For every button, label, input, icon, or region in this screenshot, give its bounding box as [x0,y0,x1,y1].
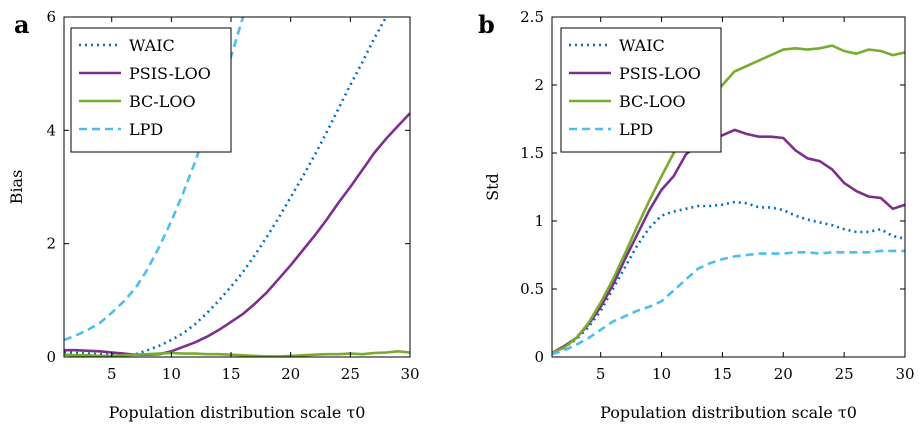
axes-frame [63,16,411,358]
legend-label-waic: WAIC [129,36,175,55]
legend: WAIC PSIS-LOO BC-LOO LPD [70,27,232,153]
legend-box [560,27,722,153]
y-axis-label: Std [483,173,502,201]
y-tick-label: 0 [46,348,56,366]
y-tick-label: 6 [46,8,56,26]
x-tick-label: 10 [162,365,181,383]
panel-letter: a [14,10,30,39]
series-line-psis-loo [552,128,905,355]
x-tick-label: 30 [400,365,419,383]
x-tick-label: 5 [107,365,117,383]
panel-b: 5 10 15 20 25 30 0 0.5 1 1.5 2 2.5 Population distri… [478,8,915,422]
series-line-waic [64,17,388,357]
legend-box [70,27,232,153]
panel-a: 5 10 15 20 25 30 0 2 4 6 Population distribution s… [7,8,420,422]
legend-label-psis-loo: PSIS-LOO [619,64,701,83]
series-line-waic [552,200,905,355]
x-axis-label: Population distribution scale τ0 [109,403,366,422]
x-tick-label: 25 [341,365,360,383]
series-line-lpd [64,17,245,342]
y-tick-label: 0 [534,348,544,366]
y-tick-label: 4 [46,121,56,139]
series-group [64,17,410,357]
legend: WAIC PSIS-LOO BC-LOO LPD [560,27,722,153]
legend-label-waic: WAIC [619,36,665,55]
series-line-bc-loo [552,44,905,355]
y-tick-label: 0.5 [520,280,544,298]
x-tick-label: 20 [774,365,793,383]
y-tick-label: 2 [46,235,56,253]
y-tick-label: 1.5 [520,144,544,162]
series-line-bc-loo [64,349,410,357]
series-line-psis-loo [64,112,410,357]
legend-label-lpd: LPD [619,120,653,139]
x-tick-label: 25 [835,365,854,383]
series-line-lpd [552,249,905,356]
axes-frame [551,16,906,358]
y-tick-label: 1 [534,212,544,230]
legend-label-lpd: LPD [129,120,163,139]
legend-label-psis-loo: PSIS-LOO [129,64,211,83]
x-tick-label: 10 [652,365,671,383]
x-tick-label: 15 [221,365,240,383]
legend-label-bc-loo: BC-LOO [129,92,196,111]
series-group [552,44,905,356]
legend-label-bc-loo: BC-LOO [619,92,686,111]
x-axis-label: Population distribution scale τ0 [600,403,857,422]
y-tick-label: 2 [534,76,544,94]
x-tick-label: 30 [895,365,914,383]
x-tick-label: 5 [596,365,606,383]
panel-letter: b [478,10,495,39]
y-tick-label: 2.5 [520,8,544,26]
x-tick-label: 20 [281,365,300,383]
x-tick-label: 15 [713,365,732,383]
y-axis-label: Bias [7,170,26,205]
